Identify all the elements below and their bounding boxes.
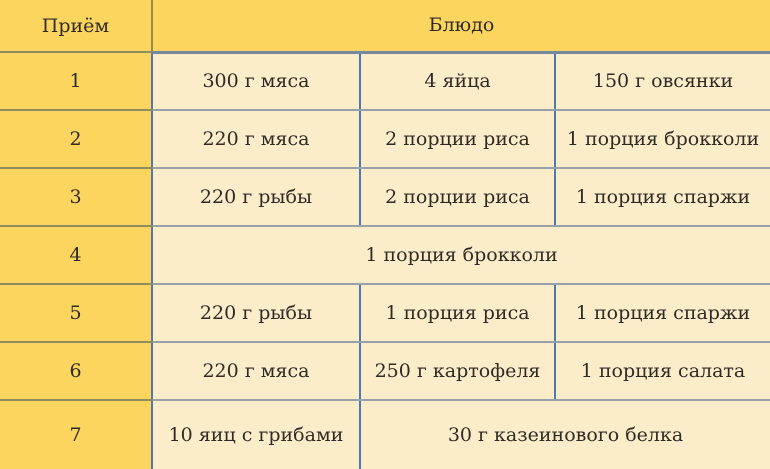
table-row: 4 1 порция брокколи <box>0 225 770 285</box>
dish-cell: 300 г мяса <box>151 50 361 111</box>
dish-cell: 30 г казеинового белка <box>358 399 770 469</box>
meal-number-cell: 3 <box>0 168 152 227</box>
dish-cell: 2 порции риса <box>359 109 556 169</box>
table-row: 2 220 г мяса 2 порции риса 1 порция брок… <box>0 109 770 169</box>
table-row: 6 220 г мяса 250 г картофеля 1 порция са… <box>0 341 770 401</box>
table-row: 5 220 г рыбы 1 порция риса 1 порция спар… <box>0 283 770 343</box>
meal-number-cell: 5 <box>0 284 152 343</box>
dish-cell: 4 яйца <box>359 50 556 111</box>
dish-cell: 2 порции риса <box>359 167 556 227</box>
table-row: 3 220 г рыбы 2 порции риса 1 порция спар… <box>0 167 770 227</box>
meal-number-cell: 7 <box>0 400 152 469</box>
table-row: 1 300 г мяса 4 яйца 150 г овсянки <box>0 50 770 111</box>
meal-number-cell: 1 <box>0 52 152 111</box>
dish-header-cell: Блюдо <box>150 0 770 54</box>
dish-cell: 1 порция салата <box>553 341 770 401</box>
meal-number-cell: 6 <box>0 342 152 401</box>
meal-number-cell: 4 <box>0 226 152 285</box>
table-header-row: Приём Блюдо <box>0 0 770 54</box>
dish-cell: 1 порция брокколи <box>150 225 770 285</box>
dish-cell: 10 яиц с грибами <box>151 399 361 469</box>
dish-cell: 1 порция спаржи <box>553 167 770 227</box>
dish-cell: 250 г картофеля <box>359 341 556 401</box>
intake-header-cell: Приём <box>0 0 152 53</box>
dish-cell: 220 г мяса <box>151 341 361 401</box>
table-row: 7 10 яиц с грибами 30 г казеинового белк… <box>0 399 770 469</box>
dish-cell: 1 порция брокколи <box>553 109 770 169</box>
dish-cell: 1 порция спаржи <box>553 283 770 343</box>
dish-cell: 150 г овсянки <box>553 50 770 111</box>
dish-cell: 220 г мяса <box>151 109 361 169</box>
dish-cell: 220 г рыбы <box>151 283 361 343</box>
dish-cell: 1 порция риса <box>359 283 556 343</box>
dish-cell: 220 г рыбы <box>151 167 361 227</box>
meal-number-cell: 2 <box>0 110 152 169</box>
